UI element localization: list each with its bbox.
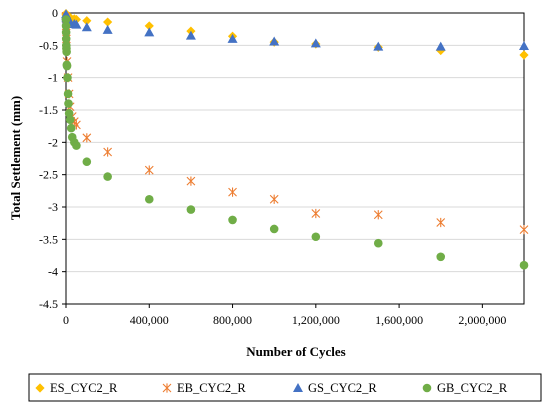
x-tick-label: 0 <box>63 313 69 327</box>
data-point <box>102 24 113 34</box>
data-point <box>269 194 279 204</box>
data-point <box>269 36 280 46</box>
legend-label: ES_CYC2_R <box>50 381 118 395</box>
data-point <box>144 27 155 37</box>
y-axis-title: Total Settlement (mm) <box>8 96 23 220</box>
y-tick-label: -1 <box>48 71 58 85</box>
data-point <box>103 17 113 27</box>
x-axis-title: Number of Cycles <box>246 344 345 359</box>
data-point <box>103 172 112 181</box>
x-tick-label: 1,200,000 <box>292 313 340 327</box>
data-point <box>373 210 383 220</box>
y-axis-tick-labels: 0 -0.5 -1 -1.5 -2 -2.5 -3 -3.5 -4 -4.5 <box>39 6 58 311</box>
legend-label: GS_CYC2_R <box>308 381 377 395</box>
legend-marker <box>422 383 432 393</box>
data-point <box>228 215 237 225</box>
y-tick-label: -2.5 <box>39 168 58 182</box>
legend-marker <box>35 383 45 393</box>
data-point <box>61 28 71 37</box>
data-point <box>65 115 75 124</box>
y-tick-label: -2 <box>48 135 58 149</box>
legend-marker <box>293 383 303 392</box>
data-point <box>64 99 73 108</box>
data-point <box>63 89 73 99</box>
data-point <box>227 33 238 43</box>
plot-border <box>65 12 525 305</box>
data-point <box>436 252 446 262</box>
data-point <box>72 141 81 150</box>
data-point <box>186 205 196 214</box>
x-tick-label: 400,000 <box>130 313 169 327</box>
data-point <box>64 108 74 118</box>
data-point <box>144 21 154 31</box>
data-point <box>61 34 71 44</box>
y-tick-label: -4.5 <box>39 297 58 311</box>
data-point <box>62 61 72 71</box>
x-tick-label: 2,000,000 <box>458 313 506 327</box>
data-point <box>81 22 92 32</box>
data-point <box>82 157 92 167</box>
data-point <box>82 16 92 26</box>
data-point <box>186 176 196 186</box>
legend-item: GS_CYC2_R <box>293 381 377 395</box>
legend-label: GB_CYC2_R <box>437 381 508 395</box>
legend-box <box>28 373 542 402</box>
legend: ES_CYC2_R EB_CYC2_R GS_CYC2_R GB_CYC2_R <box>28 373 542 402</box>
data-point <box>519 40 529 50</box>
data-point <box>61 21 71 31</box>
y-tick-label: -4 <box>48 265 58 279</box>
data-point <box>71 19 82 29</box>
y-tick-label: -1.5 <box>39 103 58 117</box>
data-point <box>66 123 76 133</box>
data-point <box>519 50 529 60</box>
data-series <box>61 9 529 270</box>
x-tick-label: 1,600,000 <box>375 313 423 327</box>
data-point <box>144 165 154 175</box>
data-point <box>519 260 529 270</box>
data-point <box>63 73 72 82</box>
data-point <box>311 232 321 242</box>
data-point <box>519 225 529 235</box>
legend-label: EB_CYC2_R <box>177 381 246 395</box>
data-point <box>310 38 321 48</box>
legend-marker <box>162 383 172 393</box>
data-point <box>228 187 237 197</box>
data-point <box>311 208 321 219</box>
data-point <box>373 238 383 248</box>
y-tick-label: 0 <box>52 6 58 20</box>
y-tick-label: -3.5 <box>39 232 58 246</box>
y-tick-label: -3 <box>48 200 58 214</box>
data-point <box>62 47 71 57</box>
data-point <box>103 147 113 157</box>
x-axis-tick-labels: 0 400,000 800,000 1,200,000 1,600,000 2,000,0… <box>63 313 506 327</box>
legend-item: GB_CYC2_R <box>422 381 508 395</box>
data-point <box>373 41 384 51</box>
data-point <box>269 224 279 234</box>
data-point <box>436 217 446 228</box>
data-point <box>61 15 71 24</box>
x-tick-label: 800,000 <box>213 313 252 327</box>
series-GB_CYC2_R <box>61 15 529 270</box>
data-point <box>435 41 446 51</box>
data-point <box>82 133 92 143</box>
legend-item: ES_CYC2_R <box>35 381 118 395</box>
data-point <box>185 30 196 40</box>
y-tick-label: -0.5 <box>39 38 58 52</box>
data-point <box>144 194 154 204</box>
legend-item: EB_CYC2_R <box>162 381 246 395</box>
